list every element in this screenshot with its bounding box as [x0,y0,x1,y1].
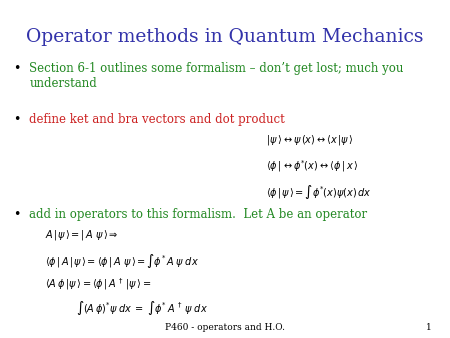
Text: $\langle\phi\,|\leftrightarrow \phi^{*}(x) \leftrightarrow \langle\phi\,|\,x\,\r: $\langle\phi\,|\leftrightarrow \phi^{*}(… [266,158,358,174]
Text: $\langle\phi\,|\psi\,\rangle = \int\phi^{*}(x)\psi(x)\,dx$: $\langle\phi\,|\psi\,\rangle = \int\phi^… [266,183,371,201]
Text: •: • [14,113,21,126]
Text: Section 6-1 outlines some formalism – don’t get lost; much you
understand: Section 6-1 outlines some formalism – do… [29,62,404,90]
Text: $\int(A\,\phi)^{*}\psi\;dx\;=\;\int\phi^{*}\,A^{\,\dagger}\;\psi\;dx$: $\int(A\,\phi)^{*}\psi\;dx\;=\;\int\phi^… [76,299,208,317]
Text: $\langle A\,\phi\,|\psi\,\rangle = \langle\phi\,|\,A^{\,\dagger}\,|\psi\,\rangle: $\langle A\,\phi\,|\psi\,\rangle = \lang… [45,276,152,292]
Text: define ket and bra vectors and dot product: define ket and bra vectors and dot produ… [29,113,285,126]
Text: •: • [14,208,21,221]
Text: 1: 1 [426,323,432,332]
Text: $A\,|\psi\,\rangle = |\,A\;\psi\,\rangle \Rightarrow$: $A\,|\psi\,\rangle = |\,A\;\psi\,\rangle… [45,228,118,242]
Text: $\langle\phi\,|\,A\,|\psi\,\rangle = \langle\phi\,|\,A\;\psi\,\rangle = \int\phi: $\langle\phi\,|\,A\,|\psi\,\rangle = \la… [45,252,199,270]
Text: •: • [14,62,21,75]
Text: P460 - operators and H.O.: P460 - operators and H.O. [165,323,285,332]
Text: add in operators to this formalism.  Let A be an operator: add in operators to this formalism. Let … [29,208,367,221]
Text: Operator methods in Quantum Mechanics: Operator methods in Quantum Mechanics [26,28,424,46]
Text: $|\psi\,\rangle \leftrightarrow \psi\,(x) \leftrightarrow \langle x\,|\psi\,\ran: $|\psi\,\rangle \leftrightarrow \psi\,(x… [266,133,353,147]
